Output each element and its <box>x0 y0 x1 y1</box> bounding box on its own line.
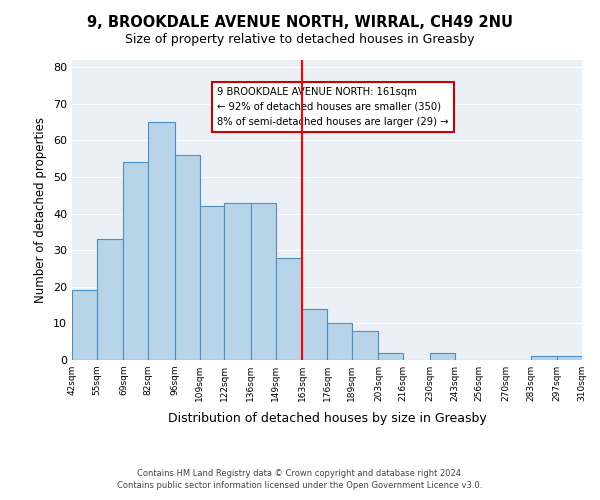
Bar <box>199 206 224 360</box>
Bar <box>327 324 352 360</box>
Bar <box>430 352 455 360</box>
Bar <box>302 309 327 360</box>
Bar <box>148 122 175 360</box>
Bar <box>275 258 302 360</box>
Bar <box>379 352 403 360</box>
Bar <box>251 202 275 360</box>
Bar <box>352 330 379 360</box>
Y-axis label: Number of detached properties: Number of detached properties <box>34 117 47 303</box>
Bar <box>97 240 124 360</box>
Text: 9, BROOKDALE AVENUE NORTH, WIRRAL, CH49 2NU: 9, BROOKDALE AVENUE NORTH, WIRRAL, CH49 … <box>87 15 513 30</box>
Bar <box>557 356 582 360</box>
Bar <box>530 356 557 360</box>
X-axis label: Distribution of detached houses by size in Greasby: Distribution of detached houses by size … <box>167 412 487 426</box>
Bar <box>175 155 199 360</box>
Text: 9 BROOKDALE AVENUE NORTH: 161sqm
← 92% of detached houses are smaller (350)
8% o: 9 BROOKDALE AVENUE NORTH: 161sqm ← 92% o… <box>217 87 449 126</box>
Bar <box>224 202 251 360</box>
Bar <box>124 162 148 360</box>
Text: Size of property relative to detached houses in Greasby: Size of property relative to detached ho… <box>125 32 475 46</box>
Text: Contains HM Land Registry data © Crown copyright and database right 2024.
Contai: Contains HM Land Registry data © Crown c… <box>118 468 482 490</box>
Bar <box>72 290 97 360</box>
